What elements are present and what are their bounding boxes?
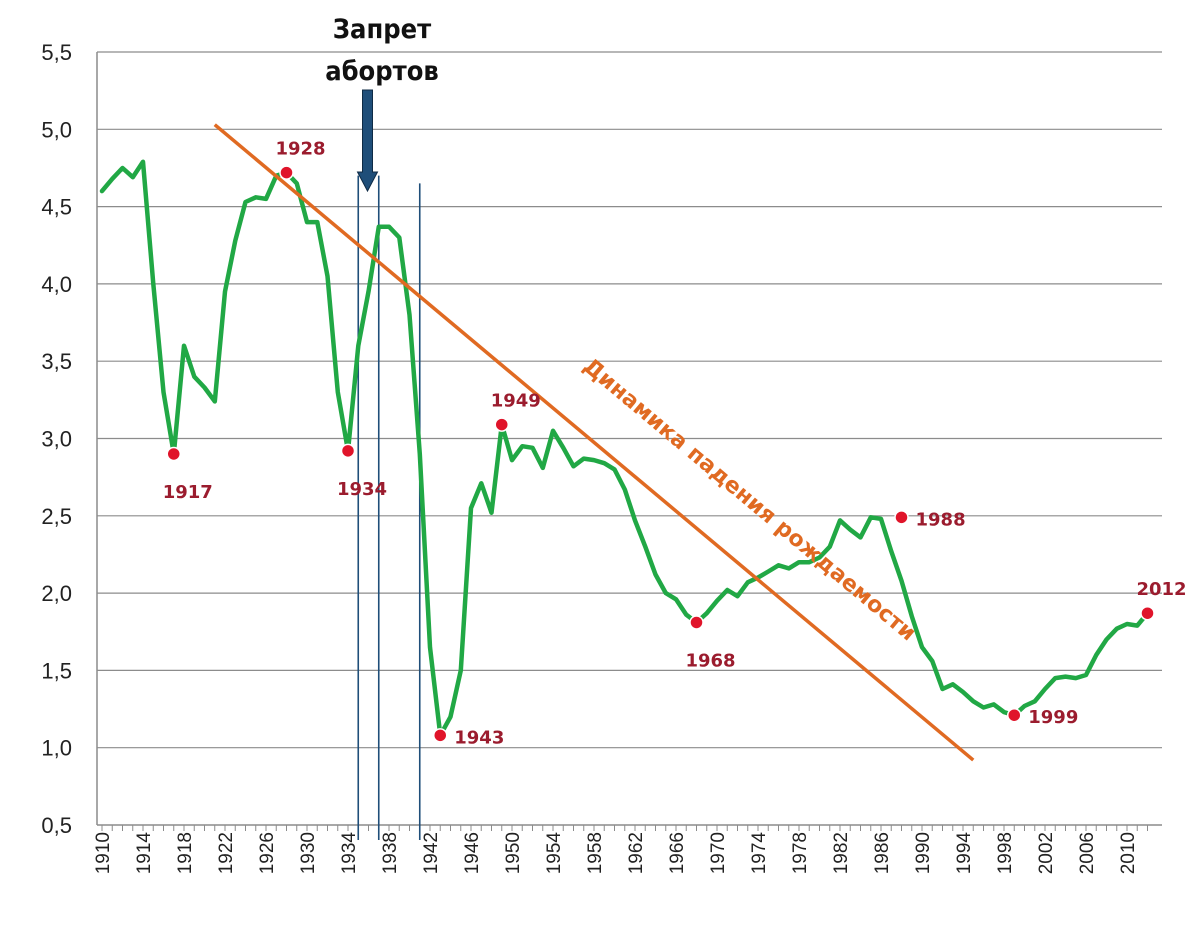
highlight-point (433, 728, 448, 743)
x-tick-label: 1922 (216, 832, 237, 874)
x-tick-label: 1990 (913, 832, 934, 874)
highlight-point (689, 615, 704, 630)
axes (96, 52, 1162, 831)
y-tick-label: 5,0 (41, 117, 72, 142)
y-tick-label: 0,5 (41, 813, 72, 838)
y-tick-label: 2,5 (41, 504, 72, 529)
x-tick-label: 1986 (872, 832, 893, 874)
x-tick-label: 1994 (954, 832, 975, 875)
trend-line (213, 123, 975, 762)
trend-layer: Динамика падения рождаемости (213, 123, 975, 762)
x-tick-label: 1910 (93, 832, 114, 874)
point-label: 1917 (163, 482, 213, 503)
x-tick-label: 1942 (421, 832, 442, 874)
highlight-point (1140, 605, 1155, 621)
y-tick-label: 3,0 (41, 427, 72, 452)
point-label: 1934 (337, 479, 387, 500)
x-tick-label: 1950 (503, 832, 524, 874)
x-tick-label: 1938 (380, 832, 401, 874)
x-tick-label: 2006 (1077, 832, 1098, 874)
y-tick-label: 3,5 (41, 349, 72, 374)
y-tick-label: 1,5 (41, 658, 72, 683)
highlight-point (1007, 707, 1022, 723)
x-tick-label: 1930 (298, 832, 319, 874)
highlight-point (340, 443, 356, 459)
reference-lines (357, 175, 421, 840)
highlight-point (279, 165, 294, 180)
x-tick-label: 1934 (339, 832, 360, 875)
x-tick-label: 1970 (708, 832, 729, 874)
point-label: 1968 (685, 650, 735, 671)
x-tick-label: 2002 (1036, 832, 1057, 874)
point-label: 2012 (1136, 579, 1186, 600)
highlight-point (894, 510, 909, 525)
y-tick-label: 4,5 (41, 195, 72, 220)
series-layer (99, 159, 1150, 738)
y-tick-label: 4,0 (41, 272, 72, 297)
y-tick-label: 5,5 (41, 40, 72, 65)
series-line (99, 159, 1150, 738)
highlight-point (166, 446, 181, 462)
x-tick-label: 1946 (462, 832, 483, 874)
y-tick-label: 1,0 (41, 736, 72, 761)
x-tick-label: 1958 (585, 832, 606, 874)
x-tick-label: 2010 (1118, 832, 1139, 874)
highlighted-points: 1917 1928 1934 1943 1949 1968 1988 1999 2012 (163, 139, 1187, 749)
x-tick-label: 1974 (749, 832, 770, 875)
x-tick-label: 1978 (790, 832, 811, 874)
highlight-point (494, 417, 509, 432)
x-tick-label: 1918 (175, 832, 196, 874)
x-tick-labels: 1910 1914 1918 1922 1926 1930 1934 1938 1942 1946… (93, 832, 1139, 875)
x-tick-label: 1954 (544, 832, 565, 875)
point-label: 1949 (491, 391, 541, 412)
x-tick-label: 1926 (257, 832, 278, 874)
x-tick-label: 1966 (667, 832, 688, 874)
y-tick-label: 2,0 (41, 581, 72, 606)
x-tick-label: 1998 (995, 832, 1016, 874)
y-tick-labels: 0,5 1,0 1,5 2,0 2,5 3,0 3,5 4,0 4,5 5,0 5,5 (41, 40, 72, 838)
x-tick-label: 1982 (831, 832, 852, 874)
x-tick-label: 1914 (134, 832, 155, 875)
point-label: 1928 (275, 139, 325, 160)
down-arrow-icon (356, 89, 379, 193)
point-label: 1988 (916, 509, 966, 530)
x-tick-label: 1962 (626, 832, 647, 874)
abortion-ban-annotation: Запрет абортов (325, 14, 439, 193)
grid (97, 51, 1162, 749)
ban-label-line1: Запрет (333, 14, 431, 45)
point-label: 1943 (454, 727, 504, 748)
ban-label-line2: абортов (325, 56, 439, 87)
point-label: 1999 (1028, 707, 1078, 728)
